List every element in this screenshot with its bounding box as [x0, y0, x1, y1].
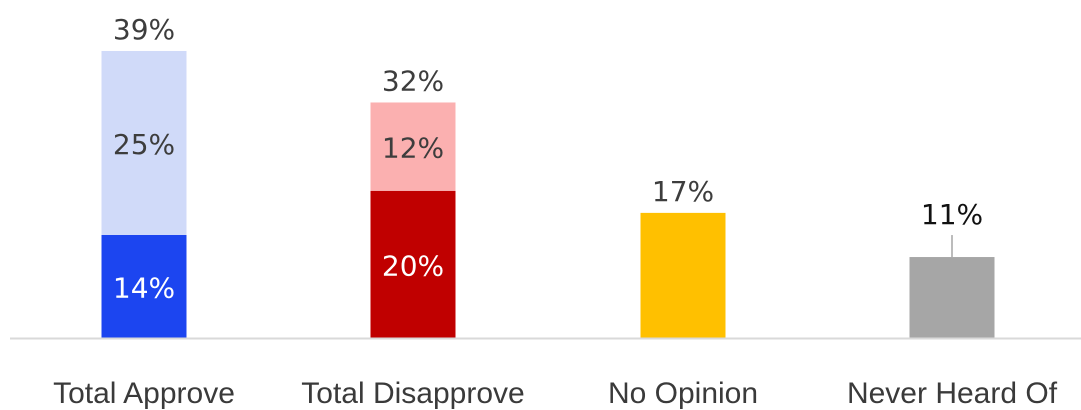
total-label-total-approve: 39%	[113, 13, 175, 46]
bars-layer	[101, 50, 995, 338]
total-label-total-disapprove: 32%	[382, 64, 444, 97]
segment-label-total-disapprove-1: 12%	[382, 132, 444, 165]
segment-label-total-disapprove-0: 20%	[382, 249, 444, 282]
category-label-no-opinion: No Opinion	[608, 377, 758, 410]
bar-segment-total-approve-1	[101, 50, 187, 235]
total-label-no-opinion: 17%	[652, 175, 714, 208]
total-label-never-heard-of: 11%	[921, 198, 983, 231]
category-label-total-disapprove: Total Disapprove	[301, 377, 524, 410]
category-label-never-heard-of: Never Heard Of	[847, 377, 1058, 410]
category-label-total-approve: Total Approve	[53, 377, 235, 410]
labels-layer: 14% 25% 39% Total Approve 20% 12% 32% Total Dis…	[53, 13, 1058, 410]
segment-label-total-approve-1: 25%	[113, 128, 175, 161]
bar-segment-never-heard-of-0	[909, 257, 995, 338]
bar-segment-total-disapprove-0	[370, 190, 456, 338]
segment-label-total-approve-0: 14%	[113, 271, 175, 304]
bar-segment-total-approve-0	[101, 234, 187, 338]
bar-segment-no-opinion-0	[640, 212, 726, 338]
bar-segment-total-disapprove-1	[370, 102, 456, 191]
